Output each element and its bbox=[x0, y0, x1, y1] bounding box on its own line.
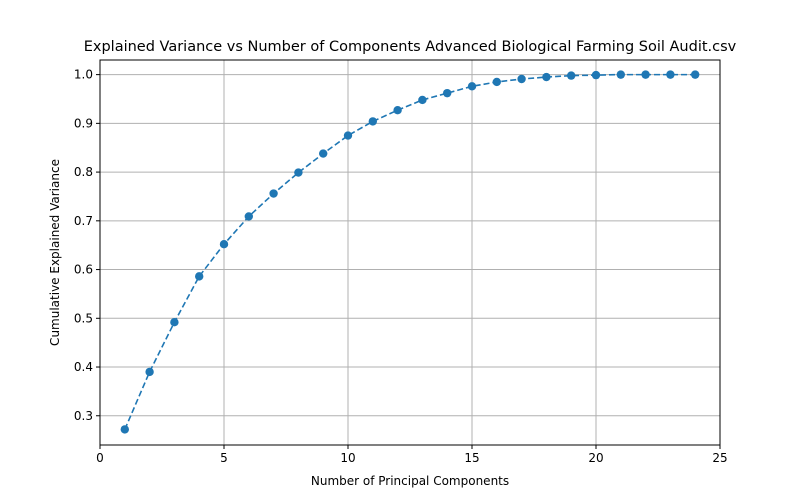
y-tick-label: 0.8 bbox=[74, 165, 93, 179]
data-point bbox=[567, 71, 576, 80]
y-tick-label: 0.9 bbox=[74, 116, 93, 130]
y-tick-label: 0.3 bbox=[74, 409, 93, 423]
data-point bbox=[294, 168, 303, 177]
data-point bbox=[393, 105, 402, 115]
series-line bbox=[124, 73, 696, 430]
x-tick-label: 10 bbox=[340, 451, 355, 465]
data-point bbox=[542, 72, 551, 82]
plot-area-frame bbox=[99, 59, 721, 446]
data-point bbox=[343, 131, 353, 140]
data-point bbox=[492, 77, 501, 87]
data-point bbox=[244, 212, 253, 221]
data-point bbox=[691, 70, 700, 79]
y-tick-label: 0.6 bbox=[74, 263, 93, 277]
x-axis-label: Number of Principal Components bbox=[311, 474, 509, 488]
y-axis-label: Cumulative Explained Variance bbox=[48, 159, 62, 346]
data-point bbox=[591, 70, 601, 80]
y-tick-label: 0.5 bbox=[74, 311, 93, 325]
chart-title: Explained Variance vs Number of Componen… bbox=[84, 39, 737, 55]
y-tick-label: 1.0 bbox=[74, 68, 93, 82]
series-markers bbox=[120, 70, 700, 434]
data-point bbox=[666, 70, 675, 79]
x-tick-label: 25 bbox=[712, 451, 727, 465]
data-point bbox=[170, 317, 179, 327]
y-tick-label: 0.4 bbox=[74, 360, 93, 374]
data-point bbox=[641, 70, 650, 79]
x-tick-label: 20 bbox=[588, 451, 603, 465]
data-point bbox=[418, 95, 427, 105]
data-point bbox=[616, 70, 625, 79]
x-tick-label: 15 bbox=[464, 451, 479, 465]
data-point bbox=[219, 240, 229, 249]
y-axis: 0.3 0.4 0.5 0.6 0.7 0.8 0.9 1.0 bbox=[74, 68, 100, 423]
data-point bbox=[467, 82, 477, 91]
y-tick-label: 0.7 bbox=[74, 214, 93, 228]
data-point bbox=[120, 425, 129, 434]
data-point bbox=[368, 117, 377, 126]
data-point bbox=[195, 272, 204, 281]
data-point bbox=[269, 189, 278, 198]
x-tick-label: 0 bbox=[96, 451, 104, 465]
grid bbox=[99, 60, 721, 445]
data-point bbox=[443, 88, 452, 98]
data-point bbox=[517, 74, 526, 84]
data-point bbox=[145, 367, 154, 377]
x-axis: 0 5 10 15 20 25 bbox=[96, 445, 728, 465]
data-point bbox=[319, 149, 328, 158]
x-tick-label: 5 bbox=[220, 451, 228, 465]
